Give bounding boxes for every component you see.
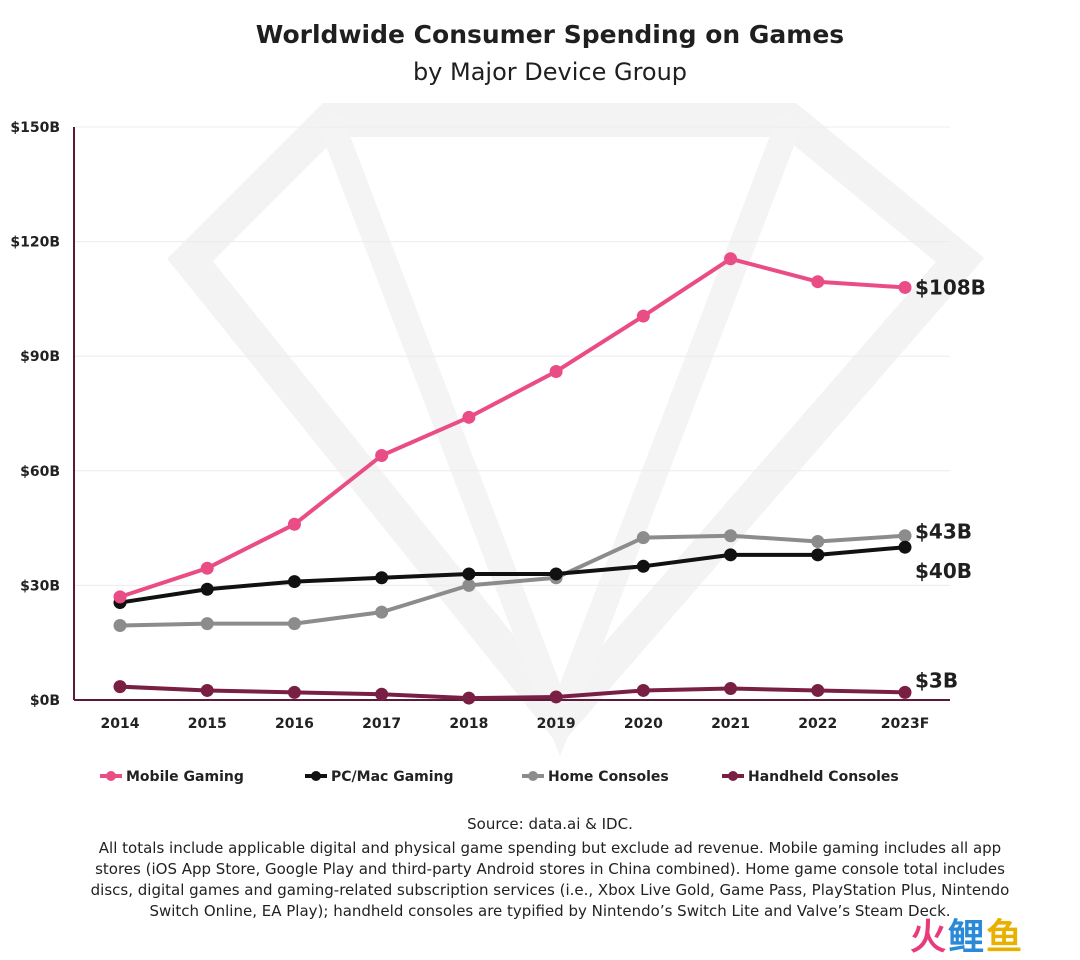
data-point <box>549 690 563 704</box>
footnote: All totals include applicable digital an… <box>90 839 1010 920</box>
source-note: Source: data.ai & IDC. <box>467 815 633 833</box>
gridlines <box>74 126 950 586</box>
background-diamond-watermark <box>167 103 985 757</box>
corner-watermark: 火鲤鱼 <box>910 908 1024 960</box>
series-line <box>118 533 907 628</box>
data-point <box>549 364 563 378</box>
x-tick-label: 2017 <box>362 716 401 732</box>
legend: Mobile Gaming PC/Mac Gaming Home Consoles H… <box>100 769 899 785</box>
data-point <box>724 252 738 266</box>
legend-swatch-dot <box>528 771 538 781</box>
data-point <box>724 529 738 543</box>
data-point <box>113 619 127 633</box>
legend-label: Handheld Consoles <box>748 769 899 785</box>
data-point <box>200 582 214 596</box>
x-tick-label: 2022 <box>798 716 837 732</box>
data-point <box>113 590 127 604</box>
y-tick-label: $60B <box>20 464 60 480</box>
x-tick-label: 2023F <box>881 716 930 732</box>
y-tick-label: $150B <box>10 120 60 136</box>
data-point <box>375 571 389 585</box>
watermark-char-2: 鲤 <box>948 917 987 958</box>
x-tick-label: 2019 <box>537 716 576 732</box>
data-point <box>287 685 301 699</box>
legend-swatch-dot <box>728 771 738 781</box>
data-point <box>898 280 912 294</box>
data-point <box>636 531 650 545</box>
x-tick-label: 2015 <box>188 716 227 732</box>
x-tick-label: 2018 <box>449 716 488 732</box>
data-point <box>200 561 214 575</box>
chart-title: Worldwide Consumer Spending on Games <box>255 20 845 49</box>
x-tick-label: 2014 <box>101 716 140 732</box>
chart-subtitle: by Major Device Group <box>412 58 688 86</box>
legend-label: Mobile Gaming <box>126 769 244 785</box>
data-point <box>462 567 476 581</box>
series-layer <box>113 252 912 705</box>
watermark-diamond-outer <box>167 103 985 747</box>
x-tick-label: 2020 <box>624 716 663 732</box>
data-point <box>636 309 650 323</box>
data-point <box>898 529 912 543</box>
y-tick-label: $90B <box>20 349 60 365</box>
data-point <box>636 683 650 697</box>
end-value-label: $43B <box>915 520 972 544</box>
series-line <box>118 545 907 605</box>
data-point <box>724 682 738 696</box>
data-point <box>724 548 738 562</box>
data-point <box>636 559 650 573</box>
data-point <box>287 575 301 589</box>
x-tick-label: 2016 <box>275 716 314 732</box>
data-point <box>200 617 214 631</box>
axes: $0B $30B $60B $90B $120B $150B 2014 2015 2016 201… <box>10 120 950 732</box>
y-tick-label: $0B <box>30 693 60 709</box>
watermark-diamond-inner <box>317 115 803 757</box>
y-tick-label: $120B <box>10 235 60 251</box>
watermark-char-3: 鱼 <box>986 917 1025 958</box>
legend-label: Home Consoles <box>548 769 669 785</box>
end-value-label: $40B <box>915 559 972 583</box>
end-value-label: $3B <box>915 668 958 692</box>
data-point <box>898 685 912 699</box>
data-point <box>462 410 476 424</box>
data-point <box>200 683 214 697</box>
watermark-char-1: 火 <box>910 917 949 958</box>
legend-label: PC/Mac Gaming <box>331 769 454 785</box>
data-point <box>375 449 389 463</box>
end-labels: $108B $40B $43B $3B <box>915 275 986 692</box>
series-line <box>118 256 907 599</box>
data-point <box>462 578 476 592</box>
data-point <box>113 680 127 694</box>
data-point <box>287 617 301 631</box>
data-point <box>375 687 389 701</box>
data-point <box>549 567 563 581</box>
x-tick-label: 2021 <box>711 716 750 732</box>
legend-swatch-dot <box>311 771 321 781</box>
data-point <box>811 548 825 562</box>
data-point <box>375 605 389 619</box>
data-point <box>898 540 912 554</box>
series-line <box>118 684 907 701</box>
legend-swatch-dot <box>106 771 116 781</box>
y-tick-label: $30B <box>20 578 60 594</box>
data-point <box>287 517 301 531</box>
data-point <box>811 683 825 697</box>
end-value-label: $108B <box>915 275 986 299</box>
data-point <box>462 691 476 705</box>
data-point <box>811 275 825 289</box>
line-chart: $0B $30B $60B $90B $120B $150B 2014 2015 2016 201… <box>10 103 986 785</box>
data-point <box>811 534 825 548</box>
